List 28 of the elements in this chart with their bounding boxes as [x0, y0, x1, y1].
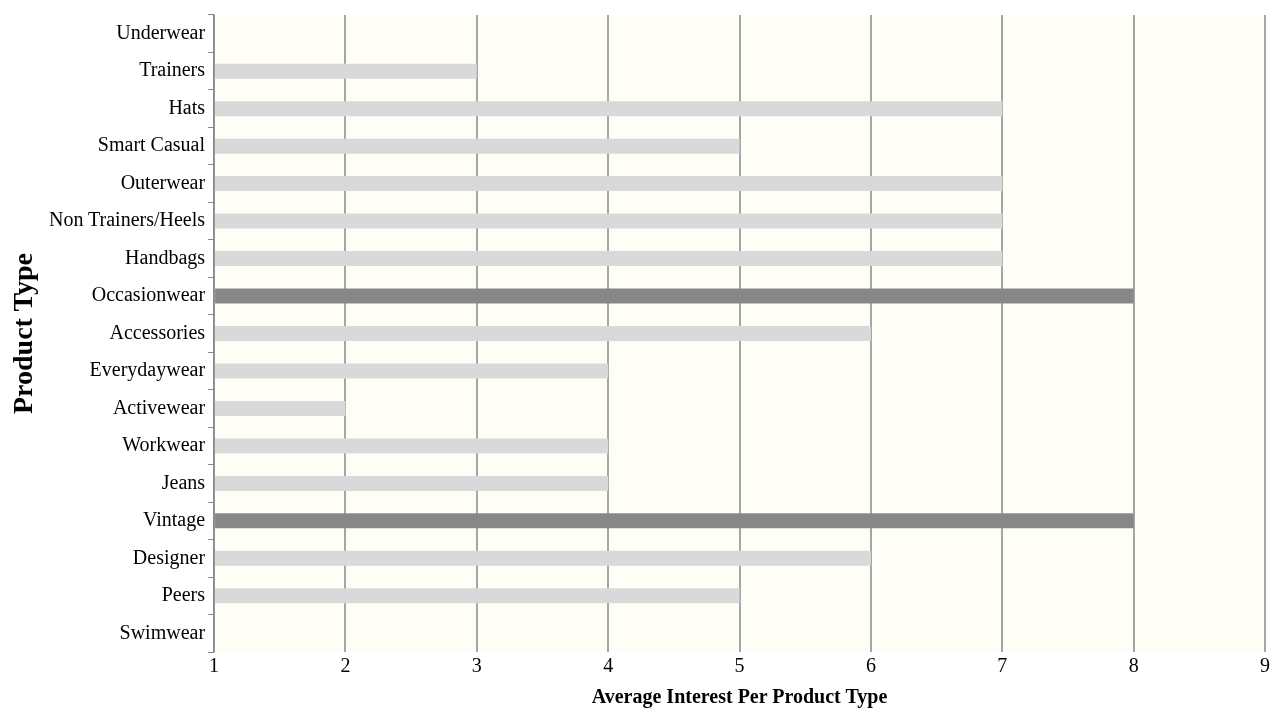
y-tick-label: Hats — [168, 95, 206, 118]
y-tick-label: Swimwear — [119, 620, 206, 643]
y-tick-label: Jeans — [161, 470, 206, 493]
x-tick-label: 4 — [603, 654, 614, 677]
y-tick-label: Everydaywear — [89, 358, 206, 382]
x-tick-label: 2 — [340, 654, 351, 677]
y-tick-label: Underwear — [116, 20, 206, 43]
x-tick-label: 9 — [1260, 654, 1270, 677]
x-tick-label: 7 — [997, 654, 1008, 677]
x-axis-title: Average Interest Per Product Type — [591, 685, 888, 709]
y-tick-label: Smart Casual — [97, 133, 206, 156]
y-tick-label: Accessories — [109, 320, 206, 343]
y-tick-label: Occasionwear — [91, 283, 206, 306]
y-tick-label: Outerwear — [120, 170, 206, 193]
y-tick-label: Peers — [161, 583, 206, 606]
y-tick-label: Activewear — [112, 395, 206, 418]
y-tick-label: Handbags — [125, 245, 206, 269]
x-tick-label: 8 — [1128, 654, 1139, 677]
y-tick-label: Non Trainers/Heels — [48, 208, 206, 231]
y-tick-label: Vintage — [142, 508, 206, 532]
y-tick-label: Workwear — [122, 433, 206, 456]
x-tick-label: 1 — [209, 654, 220, 677]
y-tick-label: Trainers — [139, 58, 206, 81]
y-tick-label: Designer — [132, 545, 206, 569]
y-axis-title: Product Type — [7, 252, 39, 415]
x-tick-label: 6 — [865, 654, 876, 677]
x-tick-label: 3 — [471, 654, 482, 677]
x-tick-label: 5 — [734, 654, 745, 677]
